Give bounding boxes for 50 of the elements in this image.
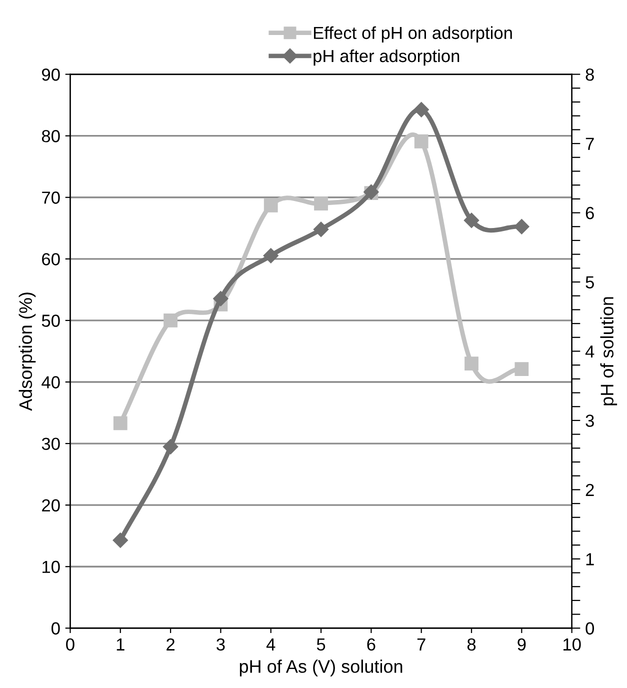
y2-tick-label: 8: [586, 68, 594, 81]
y2-tick-label: 0: [586, 622, 594, 635]
y2-tick-label: 2: [586, 484, 594, 496]
y2-tick-label: 3: [586, 414, 594, 427]
y2-axis-title: pH of solution: [600, 297, 618, 406]
x-tick-label: 5: [316, 638, 326, 651]
x-tick-label: 8: [467, 638, 476, 651]
x-tick-label: 6: [367, 638, 376, 651]
y-tick-label: 30: [42, 438, 60, 450]
x-tick-label: 4: [266, 638, 276, 650]
y-axis-title: Adsorption (%): [18, 292, 36, 411]
y2-tick-label: 7: [586, 138, 594, 150]
point: [414, 102, 429, 118]
y-tick-label: 80: [42, 130, 60, 142]
point: [514, 362, 529, 376]
x-tick-label: 10: [563, 638, 581, 651]
y-tick-label: 0: [52, 622, 60, 635]
y-tick-label: 90: [42, 68, 60, 81]
y-tick-label: 40: [42, 376, 60, 388]
y-tick-label: 10: [42, 560, 60, 574]
legend-label: pH after adsorption: [314, 49, 460, 66]
point: [213, 291, 228, 306]
point: [464, 356, 478, 370]
y2-tick-label: 5: [586, 276, 594, 288]
y-tick-label: 20: [42, 499, 60, 512]
point: [313, 222, 329, 237]
y-tick-label: 60: [42, 253, 60, 266]
y-tick-label: 70: [42, 192, 60, 204]
point: [514, 219, 530, 234]
point: [314, 196, 328, 210]
x-tick-label: 0: [66, 638, 74, 651]
x-tick-label: 9: [518, 638, 526, 651]
point: [162, 439, 178, 454]
point: [112, 532, 128, 548]
x-axis-title: pH of As (V) solution: [240, 660, 402, 676]
y2-tick-label: 4: [585, 346, 594, 358]
x-tick-label: 2: [166, 638, 174, 650]
point: [264, 198, 278, 212]
point: [464, 212, 480, 228]
point: [113, 416, 128, 430]
y2-tick-label: 1: [586, 553, 594, 566]
point: [414, 134, 428, 148]
x-tick-label: 1: [116, 638, 124, 650]
x-tick-label: 7: [417, 638, 426, 650]
point: [263, 248, 278, 264]
y-tick-label: 50: [42, 314, 60, 327]
point: [164, 314, 178, 328]
legend-label: Effect of pH on adsorption: [314, 26, 512, 42]
x-tick-label: 3: [216, 638, 225, 651]
y2-tick-label: 6: [586, 206, 594, 220]
